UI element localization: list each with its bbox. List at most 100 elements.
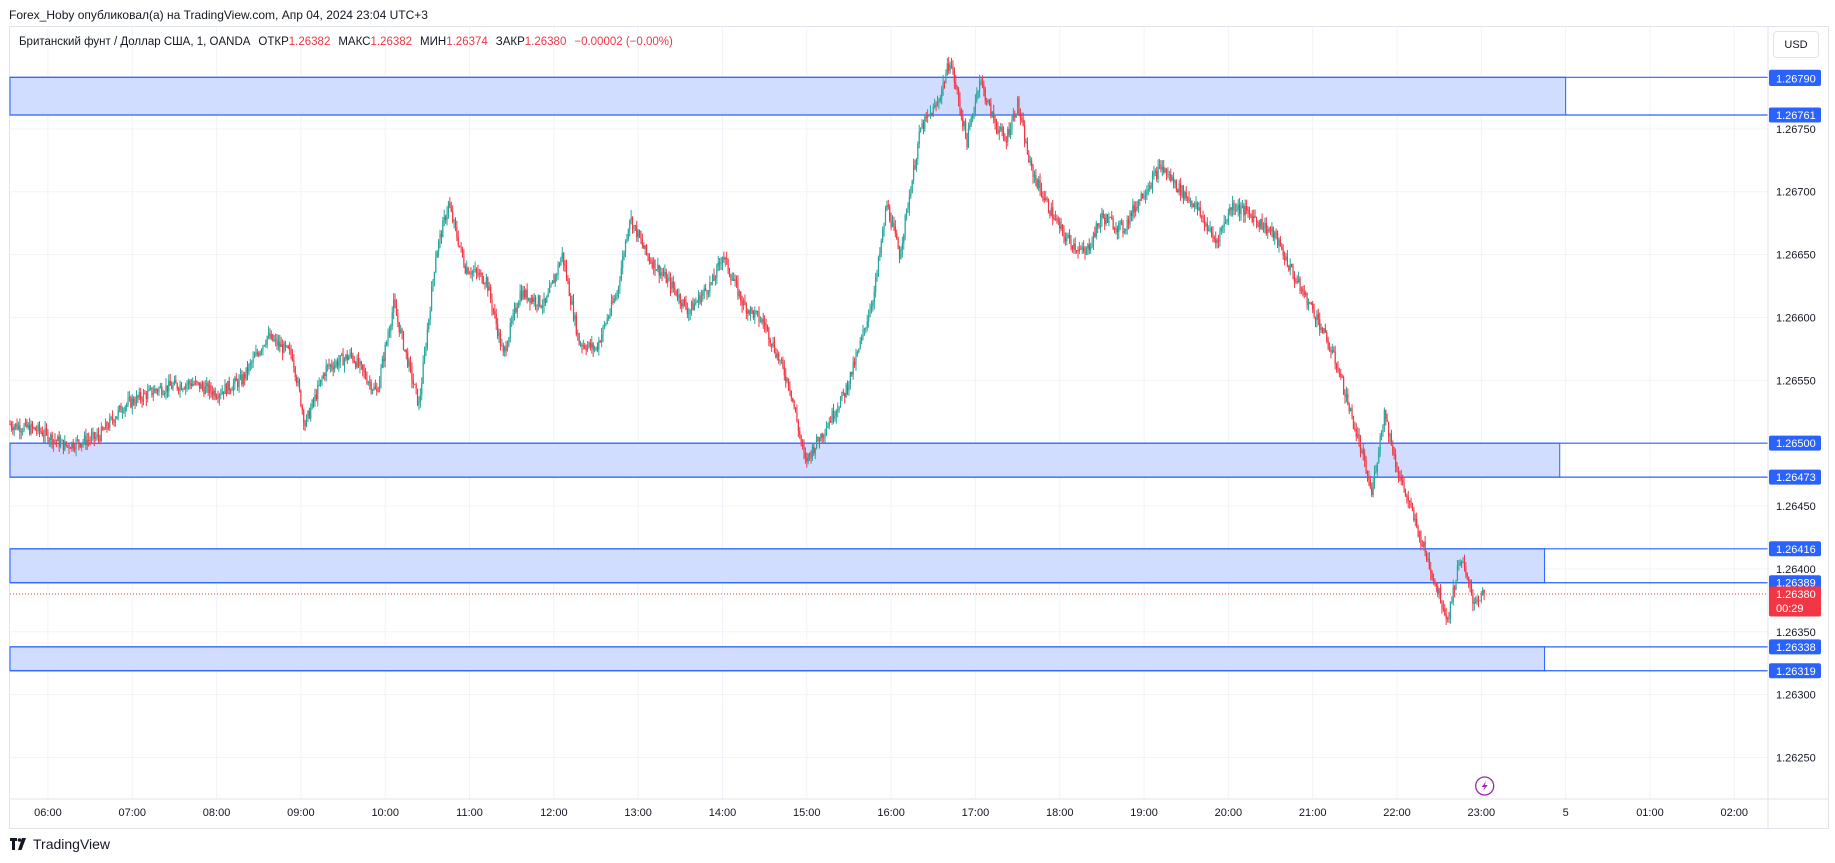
candle-body [1153, 172, 1155, 177]
candle-body [1078, 248, 1081, 252]
candle-body [381, 358, 383, 368]
candle-body [90, 435, 93, 441]
candle-body [726, 257, 728, 260]
candle-body [1143, 196, 1145, 199]
candle-body [907, 208, 909, 210]
candle-body [237, 381, 239, 388]
candle-body [1043, 197, 1045, 201]
candle-body [1330, 349, 1332, 353]
candle-body [1313, 309, 1315, 318]
candle-body [187, 381, 190, 385]
candle-body [1247, 210, 1249, 212]
candle-body [675, 289, 677, 296]
candle-body [1258, 222, 1260, 228]
candle-body [733, 279, 735, 282]
candle-body [152, 393, 154, 396]
zone-price-tag [1769, 639, 1821, 655]
candle-body [697, 294, 700, 302]
candle-body [99, 437, 101, 441]
candle-body [1276, 233, 1279, 246]
candle-body [1024, 125, 1026, 144]
candle-body [814, 447, 816, 454]
candle-body [662, 273, 665, 276]
candle-body [1099, 219, 1102, 227]
candle-body [418, 402, 420, 405]
candle-body [924, 116, 926, 130]
candle-body [312, 400, 315, 402]
candle-body [428, 319, 430, 330]
candle-body [828, 421, 830, 426]
candle-body [1427, 558, 1429, 560]
candle-body [984, 89, 986, 101]
candle-body [343, 359, 346, 366]
candle-body [780, 359, 783, 361]
candle-body [686, 308, 688, 314]
candle-body [213, 390, 215, 396]
candle-body [1465, 567, 1467, 575]
candle-body [696, 301, 698, 303]
candle-body [19, 425, 21, 433]
candle-body [809, 453, 811, 455]
candle-body [912, 165, 915, 181]
candle-body [59, 441, 62, 447]
candle-body [624, 240, 627, 254]
candle-body [875, 277, 877, 292]
candle-body [894, 226, 896, 234]
candle-body [827, 425, 829, 429]
candle-body [941, 89, 943, 99]
candle-body [660, 272, 662, 277]
candle-body [393, 299, 395, 313]
candle-body [345, 354, 347, 360]
candle-body [966, 134, 968, 148]
candle-body [574, 315, 576, 320]
candle-body [1182, 185, 1185, 199]
y-tick-label: 1.26700 [1776, 187, 1816, 199]
candle-body [371, 389, 374, 391]
x-tick-label: 10:00 [371, 807, 399, 819]
candle-body [1307, 302, 1310, 306]
candle-body [1261, 219, 1263, 230]
candle-body [291, 354, 294, 361]
candle-body [1435, 583, 1437, 586]
candle-body [256, 352, 258, 354]
x-tick-label: 06:00 [34, 807, 62, 819]
legend-close-label: ЗАКР [495, 36, 525, 48]
candle-body [107, 427, 109, 429]
candle-body [995, 122, 998, 129]
candle-body [199, 382, 201, 389]
candle-body [1416, 519, 1418, 527]
candle-body [846, 384, 849, 391]
tradingview-logo[interactable]: TradingView [10, 836, 110, 852]
candle-body [1470, 585, 1473, 595]
zone-price-tag [1769, 575, 1821, 591]
candle-body [876, 272, 878, 278]
candle-body [119, 405, 121, 410]
candle-body [1160, 164, 1162, 170]
candle-body [1285, 256, 1287, 260]
candle-body [724, 257, 726, 260]
candle-body [137, 395, 139, 398]
currency-button[interactable]: USD [1773, 31, 1819, 58]
candle-body [1321, 327, 1324, 334]
candle-body [1205, 223, 1207, 226]
candle-body [1366, 473, 1369, 478]
candle-body [1334, 351, 1336, 364]
candle-body [585, 348, 587, 351]
candle-body [10, 424, 13, 428]
candle-body [97, 434, 100, 438]
candle-body [1282, 249, 1284, 256]
candle-body [806, 457, 808, 462]
price-tag-text: 1.26761 [1776, 110, 1816, 122]
candle-body [93, 432, 95, 439]
candle-body [1018, 98, 1020, 114]
candle-body [979, 81, 981, 92]
y-tick-label: 1.26300 [1776, 690, 1816, 702]
candle-body [1118, 223, 1120, 233]
candle-body [997, 128, 999, 134]
candle-body [225, 384, 228, 395]
candle-body [972, 114, 974, 118]
candle-body [669, 277, 672, 290]
candle-body [1312, 303, 1314, 310]
candle-body [1028, 153, 1030, 163]
